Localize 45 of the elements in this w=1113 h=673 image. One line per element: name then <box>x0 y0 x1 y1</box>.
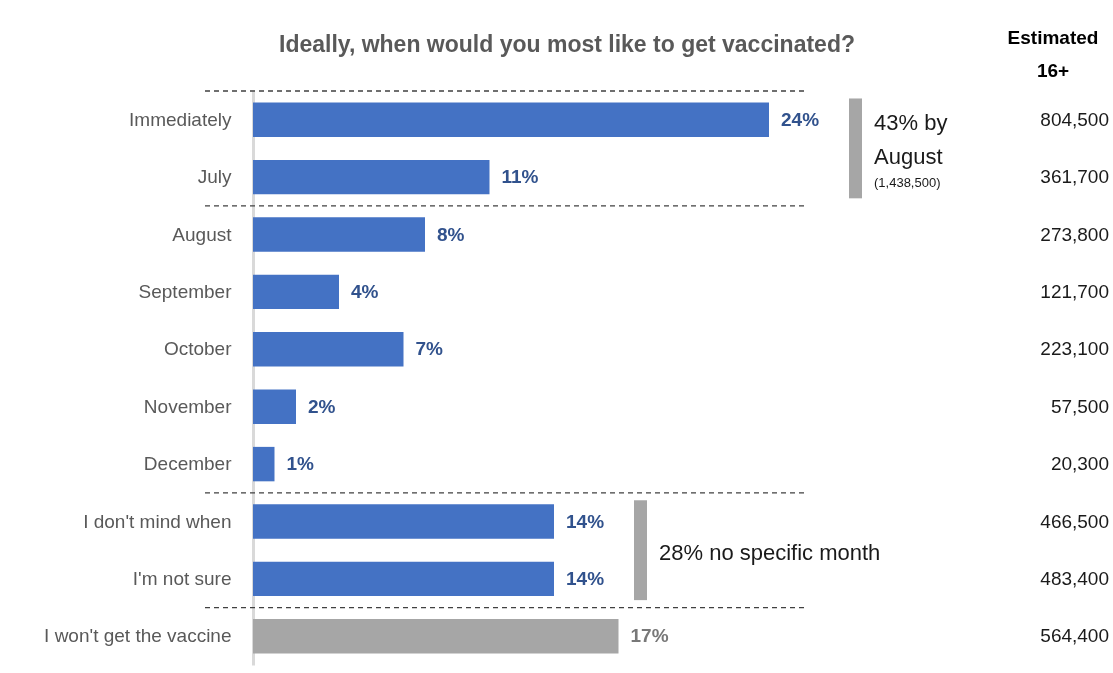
y-tick-label: I'm not sure <box>132 567 232 589</box>
chart-title: Ideally, when would you most like to get vaccinated? <box>279 31 855 57</box>
bar <box>253 561 554 597</box>
y-tick-label: Immediately <box>129 108 232 130</box>
data-label: 11% <box>501 166 539 188</box>
y-tick-label: July <box>197 166 232 188</box>
data-label: 1% <box>286 453 315 475</box>
data-label: 17% <box>630 625 669 647</box>
text: 20,300 <box>1050 453 1109 475</box>
bar <box>253 159 490 195</box>
data-label: 8% <box>437 223 465 245</box>
data-label: 2% <box>308 395 336 417</box>
text: 804,500 <box>1040 108 1109 130</box>
y-tick-label: October <box>163 338 233 360</box>
data-label: 14% <box>566 510 605 532</box>
text: 273,800 <box>1040 223 1109 245</box>
bar <box>253 217 425 252</box>
text: 564,400 <box>1040 625 1109 647</box>
data-label: 4% <box>351 280 379 302</box>
text: 361,700 <box>1040 166 1109 188</box>
text: 43% by August <box>874 109 948 169</box>
text: 483,400 <box>1040 567 1109 589</box>
text: 57,500 <box>1050 395 1109 417</box>
bar <box>253 504 554 539</box>
bar <box>253 102 769 137</box>
y-tick-label: September <box>138 280 233 302</box>
text: Estimated 16+ <box>1007 27 1099 81</box>
y-tick-label: December <box>143 453 233 475</box>
bar <box>253 446 275 482</box>
bar <box>253 274 339 310</box>
data-label: 7% <box>415 338 444 360</box>
data-label: 14% <box>566 567 605 589</box>
y-tick-label: I won't get the vaccine <box>44 625 232 647</box>
data-label: 24% <box>781 108 820 130</box>
text: 466,500 <box>1040 510 1109 532</box>
bar <box>253 619 619 654</box>
text: (1,438,500) <box>874 175 941 191</box>
bar <box>253 332 404 367</box>
y-tick-label: August <box>172 223 233 245</box>
y-tick-label: November <box>143 395 233 417</box>
text: 223,100 <box>1040 338 1109 360</box>
annotation: 28% no specific month <box>659 539 881 565</box>
text: 121,700 <box>1040 280 1109 302</box>
y-tick-label: I don't mind when <box>83 510 232 532</box>
bar <box>253 389 296 424</box>
